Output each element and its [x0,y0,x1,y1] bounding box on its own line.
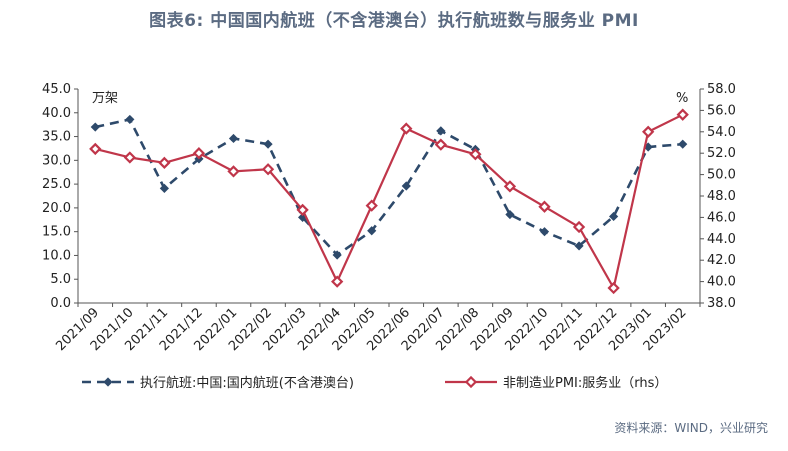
plot-area [89,108,689,295]
pmi-point [434,138,447,151]
pmi-point [89,142,102,156]
pmi-point [296,203,309,217]
pmi-point [400,122,413,135]
pmi-point [642,125,655,138]
flights-line [94,118,683,257]
legend-pmi-marker [464,375,478,389]
series-pmi [89,108,689,295]
legend-pmi-label: 非制造业PMI:服务业（rhs） [503,375,667,391]
right-axis-ticks: 38.0 40.0 42.0 44.0 46.0 48.0 50.0 52.0 54.0 56.0… [700,82,736,311]
pmi-point [365,199,378,212]
left-tick-label: 35.0 [42,130,71,145]
left-tick-label: 0.0 [50,296,71,311]
right-tick-label: 46.0 [707,210,736,225]
right-tick-label: 58.0 [707,82,736,97]
flights-point [332,250,342,260]
pmi-point [227,165,240,178]
right-tick-label: 38.0 [707,296,736,311]
flights-point [678,139,688,149]
flights-point [228,133,239,144]
right-tick-label: 56.0 [707,103,736,118]
pmi-point [469,148,482,161]
right-tick-label: 50.0 [707,168,736,183]
flights-point [436,126,446,136]
pmi-point [607,281,620,295]
right-tick-label: 40.0 [707,275,736,290]
right-tick-label: 44.0 [707,232,736,247]
left-axis-unit: 万架 [92,91,118,106]
left-tick-label: 45.0 [42,82,71,97]
flights-point [298,212,308,222]
left-tick-label: 40.0 [42,106,71,121]
right-tick-label: 42.0 [707,253,736,268]
right-tick-label: 54.0 [707,125,736,140]
figure-title: 图表6: 中国国内航班（不含港澳台）执行航班数与服务业 PMI [149,11,639,31]
pmi-point [158,156,171,169]
flights-point [643,142,653,152]
left-axis-ticks: 0.0 5.0 10.0 15.0 20.0 25.0 30.0 35.0 40.0 45.0 [42,82,78,311]
pmi-point [123,151,136,164]
right-tick-label: 48.0 [707,189,736,204]
flights-point [574,241,584,251]
legend: 执行航班:中国:国内航班(不含港澳台) 非制造业PMI:服务业（rhs） [82,375,667,391]
left-tick-label: 10.0 [42,248,71,263]
pmi-point [572,220,586,234]
pmi-point [192,147,206,160]
left-tick-label: 20.0 [42,201,71,216]
flights-point [539,227,550,237]
x-axis-ticks: 2021/092021/102021/112021/122022/012022/… [53,303,701,354]
flights-point [401,181,411,191]
flights-point [159,183,169,193]
flights-point [90,122,100,132]
pmi-point [676,108,689,121]
flights-point [263,139,273,149]
flights-point [505,209,515,220]
pmi-point [503,180,517,193]
series-flights [90,114,688,260]
legend-flights-label: 执行航班:中国:国内航班(不含港澳台) [140,375,354,391]
flights-point [367,226,377,236]
left-tick-label: 15.0 [42,225,71,240]
left-tick-label: 30.0 [42,153,71,168]
legend-flights-marker [103,377,113,387]
left-tick-label: 5.0 [50,272,71,287]
pmi-point [538,200,551,213]
source-note: 资料来源：WIND，兴业研究 [614,421,768,435]
pmi-point [261,163,275,176]
right-axis-unit: % [676,91,688,106]
right-tick-label: 52.0 [707,146,736,161]
flights-point [609,211,619,222]
pmi-line [95,113,684,290]
left-tick-label: 25.0 [42,177,71,192]
flights-point [125,114,135,125]
chart-axes [77,89,701,304]
pmi-point [331,275,344,288]
